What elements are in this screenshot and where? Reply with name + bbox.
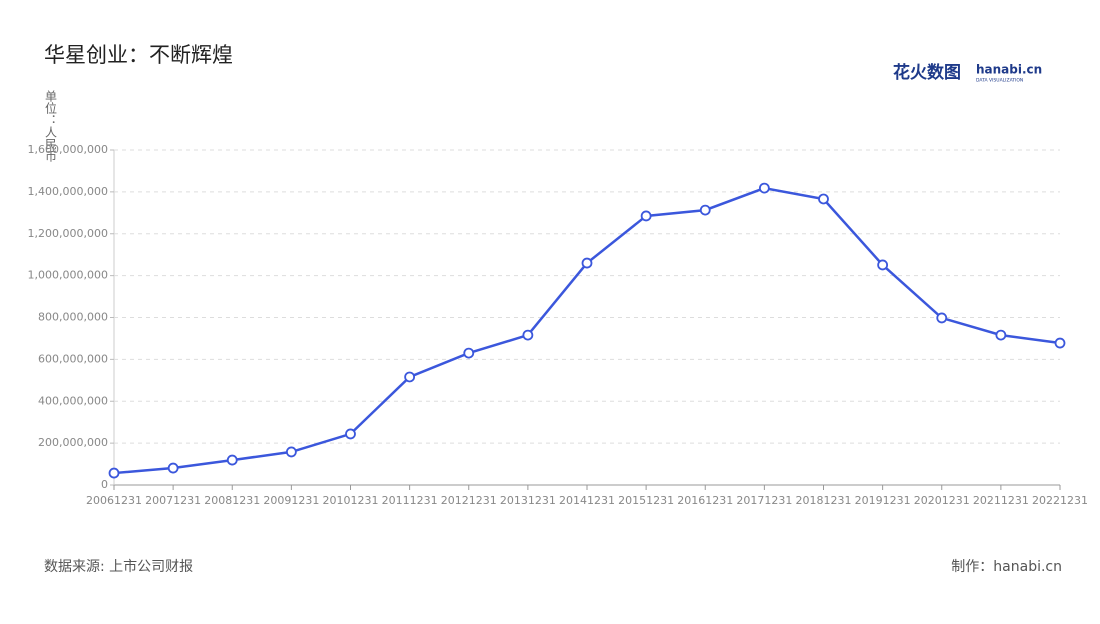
y-tick-label: 800,000,000 — [38, 311, 108, 324]
x-tick-label: 20061231 — [86, 494, 142, 507]
x-tick-label: 20121231 — [441, 494, 497, 507]
x-tick-label: 20181231 — [796, 494, 852, 507]
data-point — [345, 428, 356, 440]
y-tick-label: 1,000,000,000 — [28, 269, 108, 282]
data-point — [758, 182, 770, 194]
x-tick-label: 20161231 — [677, 494, 733, 507]
logo-site: hanabi.cn — [976, 63, 1042, 77]
logo-tagline: DATA VISUALIZATION — [976, 78, 1023, 84]
y-tick-label: 200,000,000 — [38, 436, 108, 449]
x-tick-label: 20201231 — [914, 494, 970, 507]
data-point — [522, 329, 534, 341]
data-point — [818, 193, 829, 205]
chart-title: 华星创业：不断辉煌 — [44, 43, 233, 67]
x-tick-label: 20171231 — [736, 494, 792, 507]
credit: 制作：hanabi.cn — [951, 559, 1062, 575]
data-point — [108, 467, 120, 479]
y-axis-label: 单位：人民币 — [44, 90, 58, 162]
y-tick-label: 400,000,000 — [38, 394, 108, 407]
data-point — [699, 204, 711, 216]
data-point — [1054, 337, 1066, 349]
x-tick-label: 20141231 — [559, 494, 615, 507]
data-point — [640, 210, 652, 222]
logo-brand: 花火数图 — [893, 62, 961, 83]
y-tick-label: 1,600,000,000 — [28, 143, 108, 156]
data-point — [877, 259, 889, 271]
x-tick-label: 20211231 — [973, 494, 1029, 507]
data-point — [463, 347, 475, 359]
data-point — [167, 462, 179, 474]
source: 数据来源: 上市公司财报 — [44, 558, 193, 575]
data-point — [581, 257, 593, 269]
x-tick-label: 20111231 — [382, 494, 438, 507]
x-tick-label: 20081231 — [204, 494, 260, 507]
data-point — [936, 312, 948, 324]
x-tick-label: 20221231 — [1032, 494, 1088, 507]
data-point — [285, 446, 297, 458]
y-tick-label: 600,000,000 — [38, 352, 108, 365]
x-tick-label: 20131231 — [500, 494, 556, 507]
y-tick-label: 1,400,000,000 — [28, 185, 108, 198]
data-point — [995, 329, 1007, 341]
x-tick-label: 20071231 — [145, 494, 201, 507]
x-tick-label: 20091231 — [263, 494, 319, 507]
x-tick-label: 20191231 — [855, 494, 911, 507]
y-tick-label: 0 — [101, 478, 108, 491]
data-point — [404, 371, 416, 383]
x-tick-label: 20101231 — [323, 494, 379, 507]
y-tick-label: 1,200,000,000 — [28, 227, 108, 240]
x-tick-label: 20151231 — [618, 494, 674, 507]
data-point — [226, 454, 238, 466]
